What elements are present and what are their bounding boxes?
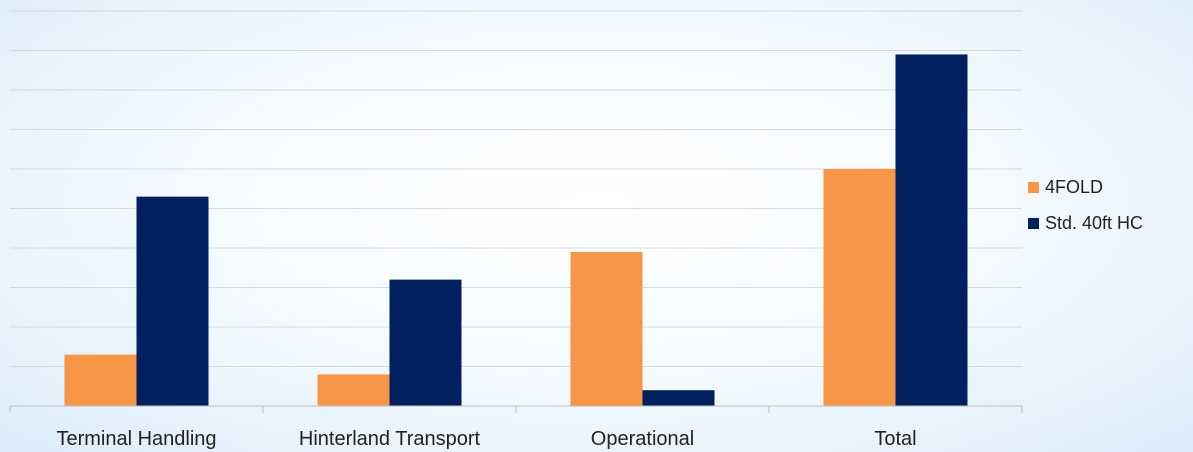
bar-std-40ft-hc (389, 279, 462, 406)
x-tick-label: Operational (591, 428, 694, 450)
legend-item-4fold: 4FOLD (1028, 176, 1143, 198)
legend-label-4fold: 4FOLD (1045, 176, 1104, 197)
bars (64, 54, 968, 406)
bar-4fold (317, 374, 390, 406)
bar-std-40ft-hc (642, 390, 715, 406)
bar-std-40ft-hc (136, 196, 209, 406)
legend-label-std-40ft-hc: Std. 40ft HC (1045, 212, 1144, 233)
legend-swatch-std-40ft-hc (1028, 217, 1039, 229)
legend-swatch-4fold (1028, 181, 1039, 193)
bar-std-40ft-hc (895, 54, 968, 406)
x-tick-labels: Terminal Handling Hinterland Transport Ope… (56, 428, 916, 450)
bar-4fold (64, 354, 137, 406)
x-axis (9, 405, 1023, 413)
x-tick-label: Hinterland Transport (299, 428, 481, 450)
x-tick-label: Terminal Handling (56, 428, 216, 450)
bar-4fold (823, 169, 896, 406)
legend-item-std-40ft-hc: Std. 40ft HC (1028, 212, 1143, 234)
legend: 4FOLD Std. 40ft HC (1028, 176, 1143, 248)
bar-4fold (570, 251, 643, 406)
x-tick-label: Total (874, 428, 916, 450)
